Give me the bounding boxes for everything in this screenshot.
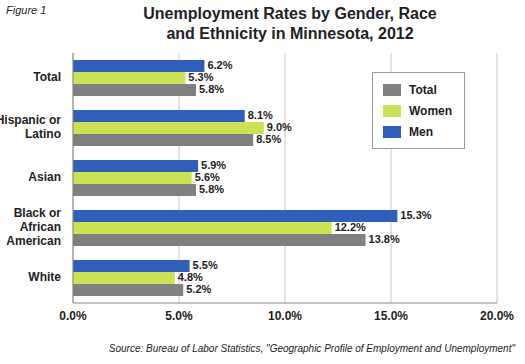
svg-text:5.0%: 5.0% [165, 309, 193, 323]
svg-text:12.2%: 12.2% [335, 221, 366, 233]
svg-text:5.9%: 5.9% [201, 159, 226, 171]
svg-text:9.0%: 9.0% [267, 121, 292, 133]
svg-text:Black orAfricanAmerican: Black orAfricanAmerican [8, 206, 61, 248]
svg-text:Asian: Asian [28, 170, 61, 184]
svg-text:4.8%: 4.8% [178, 271, 203, 283]
html-text:Figure 1: Figure 1 [6, 4, 47, 16]
svg-text:15.3%: 15.3% [400, 209, 431, 221]
svg-text:5.5%: 5.5% [193, 259, 218, 271]
html-text:Men: Men [409, 124, 433, 139]
svg-text:5.2%: 5.2% [186, 283, 211, 295]
svg-text:8.1%: 8.1% [248, 109, 273, 121]
svg-text:6.2%: 6.2% [207, 59, 232, 71]
svg-text:13.8%: 13.8% [369, 233, 400, 245]
svg-text:20.0%: 20.0% [480, 309, 514, 323]
svg-text:0.0%: 0.0% [59, 309, 87, 323]
svg-text:Hispanic orLatino: Hispanic orLatino [8, 113, 61, 141]
svg-text:15.0%: 15.0% [374, 309, 408, 323]
svg-text:5.6%: 5.6% [195, 171, 220, 183]
svg-text:5.8%: 5.8% [199, 83, 224, 95]
svg-text:5.8%: 5.8% [199, 183, 224, 195]
html-text:Unemployment Rates by Gender,: Unemployment Rates by Gender, Race and E… [143, 5, 437, 42]
svg-text:Total: Total [33, 70, 61, 84]
svg-text:White: White [28, 270, 61, 284]
svg-text:8.5%: 8.5% [256, 133, 281, 145]
html-text:Women: Women [409, 103, 453, 118]
html-text:Source: Bureau of Labor Statis: Source: Bureau of Labor Statistics, "Geo… [108, 343, 515, 354]
svg-text:5.3%: 5.3% [188, 71, 213, 83]
svg-text:10.0%: 10.0% [268, 309, 302, 323]
html-text:Total: Total [409, 82, 437, 97]
